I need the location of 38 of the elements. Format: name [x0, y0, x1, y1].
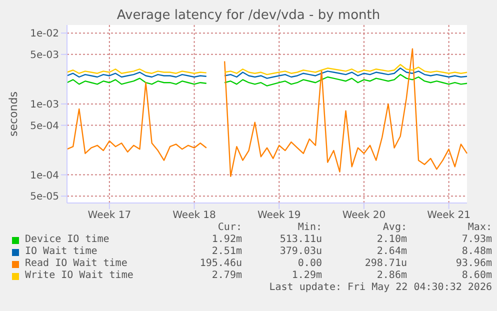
text: Max:: [466, 222, 492, 234]
text: 8.60m: [460, 270, 492, 282]
x-tick-label: Week 18: [172, 210, 216, 222]
text: 0.00: [296, 258, 322, 270]
text: Min:: [296, 222, 322, 234]
y-axis-title: seconds: [6, 91, 20, 136]
x-tick-label: Week 21: [427, 210, 470, 222]
text: 7.93m: [460, 234, 492, 246]
legend-label: Read IO Wait time: [25, 258, 128, 270]
text: 2.10m: [376, 234, 407, 246]
text: 195.46u: [198, 258, 242, 270]
text: Avg:: [382, 222, 407, 234]
text: 8.48m: [460, 246, 492, 258]
chart-title: Average latency for /dev/vda - by month: [116, 8, 382, 23]
y-tick-label: 1e-03: [30, 99, 59, 110]
text: 1.29m: [290, 270, 322, 282]
legend-label: Write IO Wait time: [25, 270, 134, 282]
y-tick-label: 5e-05: [30, 192, 59, 203]
text: 513.11u: [278, 234, 322, 246]
x-tick-label: Week 19: [257, 210, 301, 222]
x-tick-label: Week 17: [88, 210, 132, 222]
y-tick-label: 5e-04: [30, 120, 59, 132]
text: 2.86m: [376, 270, 407, 282]
legend-label: Device IO time: [25, 234, 110, 246]
text: 2.79m: [210, 270, 242, 282]
y-tick-label: 1e-04: [30, 170, 59, 182]
y-tick-label: 1e-02: [30, 28, 59, 40]
text: 93.96m: [454, 258, 492, 270]
legend-label: IO Wait time: [25, 246, 98, 258]
text: Cur:: [216, 222, 242, 234]
text: 298.71u: [364, 258, 407, 270]
text: 2.51m: [210, 246, 242, 258]
y-tick-label: 5e-03: [30, 50, 59, 61]
text: Last update: Fri May 22 04:30:32 2026: [268, 282, 492, 294]
text: 379.03u: [278, 246, 322, 258]
text: 1.92m: [210, 234, 242, 246]
text: 2.64m: [376, 246, 407, 258]
x-tick-label: Week 20: [342, 210, 386, 222]
